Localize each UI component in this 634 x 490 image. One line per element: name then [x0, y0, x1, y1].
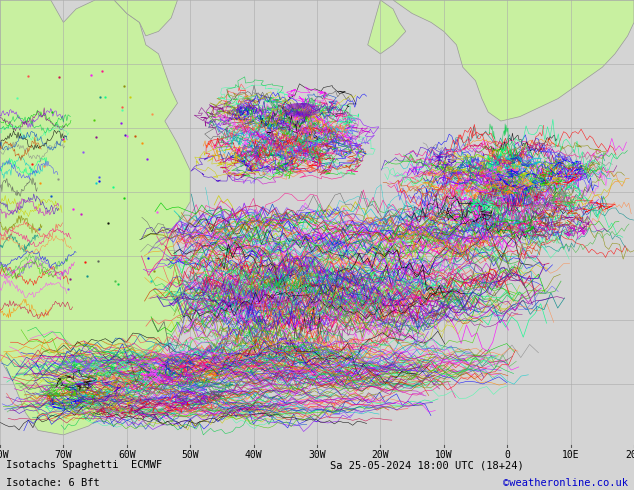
- Text: Isotachs Spaghetti  ECMWF: Isotachs Spaghetti ECMWF: [6, 460, 162, 470]
- Text: 60W: 60W: [118, 450, 136, 461]
- Text: 10W: 10W: [435, 450, 453, 461]
- Text: 0: 0: [504, 450, 510, 461]
- Text: 20W: 20W: [372, 450, 389, 461]
- Text: 70W: 70W: [55, 450, 72, 461]
- Polygon shape: [393, 0, 634, 121]
- Text: 10E: 10E: [562, 450, 579, 461]
- Text: 80W: 80W: [0, 450, 9, 461]
- Text: 50W: 50W: [181, 450, 199, 461]
- Polygon shape: [114, 0, 178, 36]
- Text: ©weatheronline.co.uk: ©weatheronline.co.uk: [503, 477, 628, 488]
- Polygon shape: [0, 0, 190, 435]
- Text: 40W: 40W: [245, 450, 262, 461]
- Text: Isotache: 6 Bft: Isotache: 6 Bft: [6, 477, 100, 488]
- Polygon shape: [368, 0, 406, 54]
- Text: 20E: 20E: [625, 450, 634, 461]
- Text: 30W: 30W: [308, 450, 326, 461]
- Text: Sa 25-05-2024 18:00 UTC (18+24): Sa 25-05-2024 18:00 UTC (18+24): [330, 460, 524, 470]
